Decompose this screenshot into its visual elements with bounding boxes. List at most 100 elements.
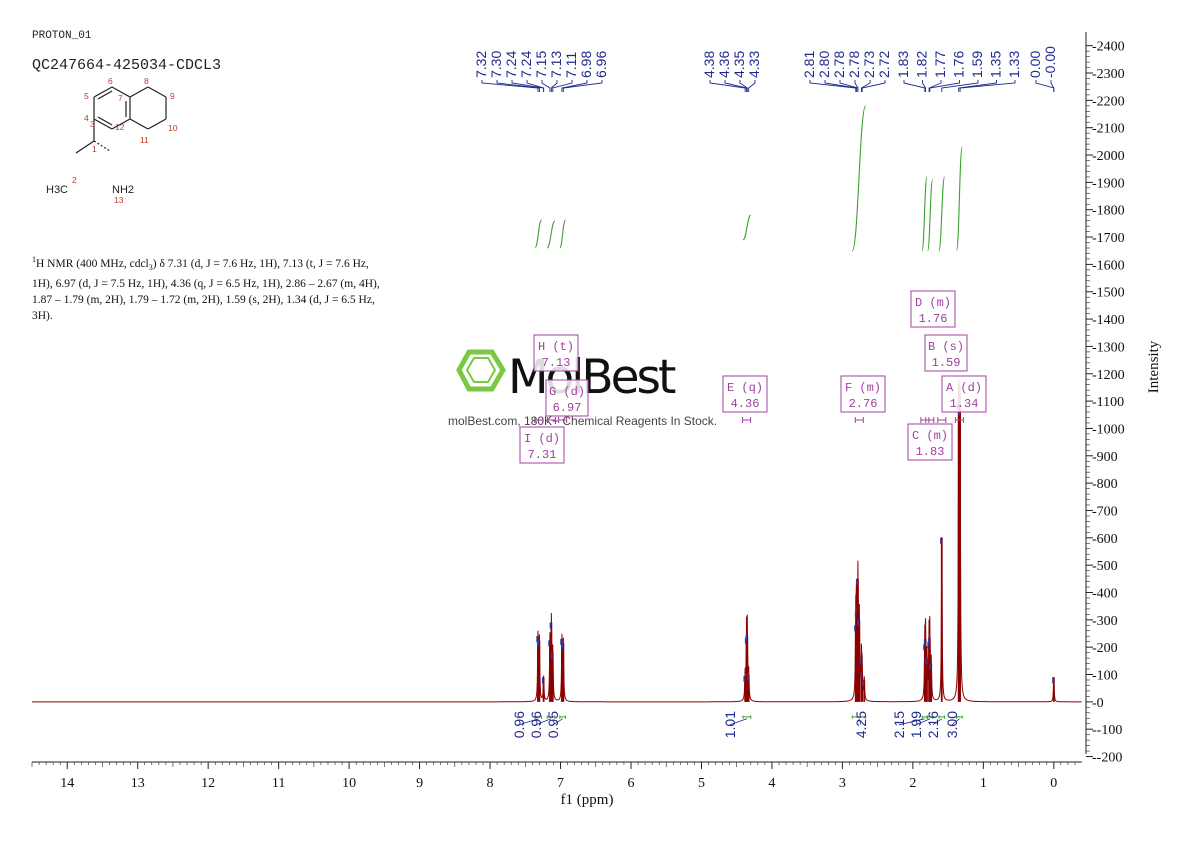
y-tick-label: -1000 [1092, 422, 1125, 437]
multiplet-box [840, 375, 886, 413]
multiplet-label: E (q) [727, 381, 763, 395]
integral-curve [534, 219, 543, 248]
integral-curve [546, 220, 556, 249]
y-tick-label: -300 [1092, 614, 1118, 629]
integral-leader [858, 718, 862, 725]
x-tick-label: 4 [768, 776, 775, 791]
peak-label: 4.33 [746, 51, 762, 78]
y-tick-label: -1300 [1092, 340, 1125, 355]
integral-leader [518, 718, 539, 726]
y-tick-label: -2100 [1092, 122, 1125, 137]
experiment-name: PROTON_01 [32, 30, 92, 42]
integral-leader [535, 718, 552, 726]
x-tick-label: 10 [342, 776, 356, 791]
peak-label-leader [959, 80, 1016, 92]
peak-label-leader [481, 80, 539, 92]
atom-label: 9 [170, 91, 175, 101]
peak-label-leader [748, 80, 756, 92]
atom-label: 7 [118, 93, 123, 103]
integral-value: 0.96 [511, 711, 527, 738]
peak-label-leader [824, 80, 857, 92]
x-tick-label: 14 [60, 776, 74, 791]
peak-label-leader [928, 80, 942, 92]
peak-label: 6.96 [593, 51, 609, 78]
x-tick-label: 7 [557, 776, 564, 791]
structure-groups: H3C NH2 [46, 184, 134, 196]
x-tick-label: 5 [698, 776, 705, 791]
integral-value: 2.16 [925, 711, 941, 738]
integral-curve [927, 179, 934, 252]
integral-value: 2.15 [891, 711, 907, 738]
peak-label: 1.35 [988, 51, 1004, 78]
multiplet-value: 7.13 [542, 356, 571, 370]
peak-label-leader [709, 80, 746, 92]
integral-curve [742, 214, 752, 241]
x-tick-label: 13 [131, 776, 145, 791]
y-tick-label: -600 [1092, 532, 1118, 547]
peak-label: 2.72 [876, 51, 892, 78]
peak-label-leader [903, 80, 926, 92]
molecule-structure: 1 2 3 4 5 6 7 8 9 10 11 12 13 H3C NH2 [46, 76, 178, 205]
peak-label: 4.36 [716, 51, 732, 78]
y-tick-label: -2000 [1092, 149, 1125, 164]
x-tick-label: 2 [909, 776, 916, 791]
structure-atom-numbers: 1 2 3 4 5 6 7 8 9 10 11 12 13 [72, 76, 178, 205]
atom-label: 12 [115, 122, 125, 132]
integral-curve [956, 146, 963, 252]
peak-label: 4.38 [701, 51, 717, 78]
integral-value: 3.00 [944, 711, 960, 738]
y-tick-label: -1100 [1092, 395, 1124, 410]
multiplet-label: G (d) [549, 385, 585, 399]
peak-label-leader [860, 80, 871, 92]
integral-leader [932, 718, 942, 726]
atom-label: 1 [92, 144, 97, 154]
atom-label: 4 [84, 113, 89, 123]
peak-label: 0.00 [1027, 51, 1043, 78]
x-tick-label: 0 [1050, 776, 1057, 791]
multiplet-value: 7.31 [528, 448, 557, 462]
integral-curve [851, 105, 867, 252]
multiplet-annotation: C (m) 1.83 [907, 417, 953, 461]
multiplet-box [907, 423, 953, 461]
multiplet-annotation: F (m) 2.76 [840, 375, 886, 423]
multiplet-annotation: A (d) 1.34 [941, 375, 987, 423]
peak-label-leader [562, 80, 603, 92]
peak-label: 6.98 [578, 51, 594, 78]
atom-label: 11 [140, 135, 149, 145]
y-tick-label: -1700 [1092, 231, 1125, 246]
peak-label: 7.13 [548, 51, 564, 78]
nmr-body: ) δ 7.31 (d, J = 7.6 Hz, 1H), 7.13 (t, J… [32, 257, 380, 323]
x-tick-label: 8 [487, 776, 494, 791]
y-tick-label: -400 [1092, 586, 1118, 601]
multiplet-annotation: B (s) 1.59 [924, 334, 968, 423]
watermark-logo-inner [465, 357, 497, 383]
multiplet-annotation: G (d) 6.97 [545, 379, 589, 423]
y-tick-label: -1400 [1092, 313, 1125, 328]
integral-curve [938, 176, 946, 252]
spectrum-line [32, 379, 1082, 703]
peak-label-leader [958, 80, 997, 92]
peak-label-leader [929, 80, 960, 92]
peak-label: 7.24 [503, 51, 519, 78]
x-tick-label: 1 [980, 776, 987, 791]
y-tick-label: -1600 [1092, 258, 1125, 273]
peak-label: -0.00 [1042, 46, 1058, 78]
multiplet-annotation: H (t) 7.13 [533, 334, 579, 423]
integral-leader [898, 718, 925, 726]
peak-label: 1.77 [932, 51, 948, 78]
multiplet-label: H (t) [538, 340, 574, 354]
atom-label: 3 [90, 119, 95, 129]
peak-label: 1.59 [969, 51, 985, 78]
y-tick-label: -500 [1092, 559, 1118, 574]
y-tick-label: -1200 [1092, 368, 1125, 383]
peak-label: 2.73 [861, 51, 877, 78]
multiplet-box [545, 379, 589, 417]
integral-leader [915, 718, 931, 726]
multiplet-label: A (d) [946, 381, 982, 395]
peak-label-leader [922, 80, 927, 92]
watermark-logo-icon [456, 349, 506, 392]
peak-label: 1.76 [951, 51, 967, 78]
peak-label-leader [496, 80, 540, 92]
